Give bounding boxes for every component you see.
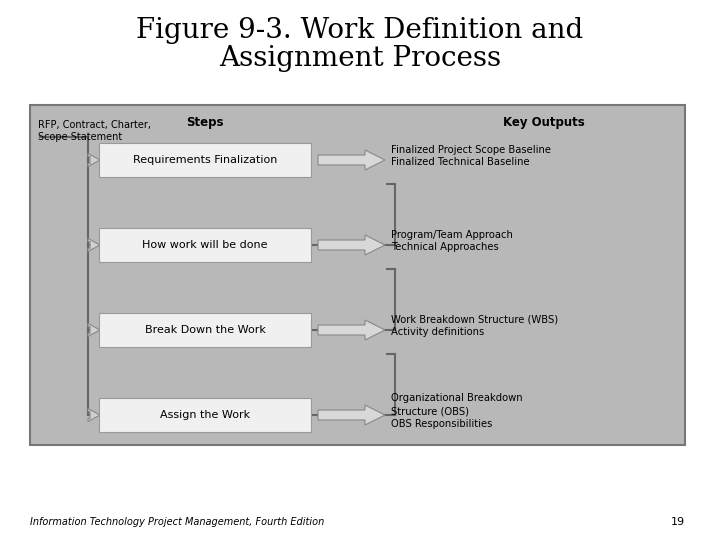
Text: 19: 19 — [671, 517, 685, 527]
Text: Assignment Process: Assignment Process — [219, 44, 501, 71]
FancyBboxPatch shape — [99, 143, 311, 177]
Text: Assign the Work: Assign the Work — [160, 410, 250, 420]
Polygon shape — [318, 150, 385, 170]
Text: Organizational Breakdown
Structure (OBS)
OBS Responsibilities: Organizational Breakdown Structure (OBS)… — [391, 393, 523, 429]
FancyBboxPatch shape — [99, 313, 311, 347]
Polygon shape — [88, 408, 100, 422]
FancyBboxPatch shape — [99, 228, 311, 262]
Polygon shape — [88, 239, 100, 252]
Text: Requirements Finalization: Requirements Finalization — [132, 155, 277, 165]
Text: Work Breakdown Structure (WBS)
Activity definitions: Work Breakdown Structure (WBS) Activity … — [391, 315, 558, 338]
Text: RFP, Contract, Charter,
Scope Statement: RFP, Contract, Charter, Scope Statement — [38, 120, 151, 141]
Text: Information Technology Project Management, Fourth Edition: Information Technology Project Managemen… — [30, 517, 324, 527]
Polygon shape — [88, 323, 100, 336]
Text: Steps: Steps — [186, 116, 224, 129]
FancyBboxPatch shape — [99, 398, 311, 432]
Text: How work will be done: How work will be done — [143, 240, 268, 250]
Text: Break Down the Work: Break Down the Work — [145, 325, 266, 335]
Polygon shape — [318, 320, 385, 340]
Text: Figure 9-3. Work Definition and: Figure 9-3. Work Definition and — [136, 17, 584, 44]
Polygon shape — [318, 235, 385, 255]
Polygon shape — [318, 405, 385, 425]
Text: Key Outputs: Key Outputs — [503, 116, 585, 129]
Polygon shape — [88, 153, 100, 166]
Text: Finalized Project Scope Baseline
Finalized Technical Baseline: Finalized Project Scope Baseline Finaliz… — [391, 145, 551, 167]
Text: Program/Team Approach
Technical Approaches: Program/Team Approach Technical Approach… — [391, 230, 513, 252]
FancyBboxPatch shape — [30, 105, 685, 445]
